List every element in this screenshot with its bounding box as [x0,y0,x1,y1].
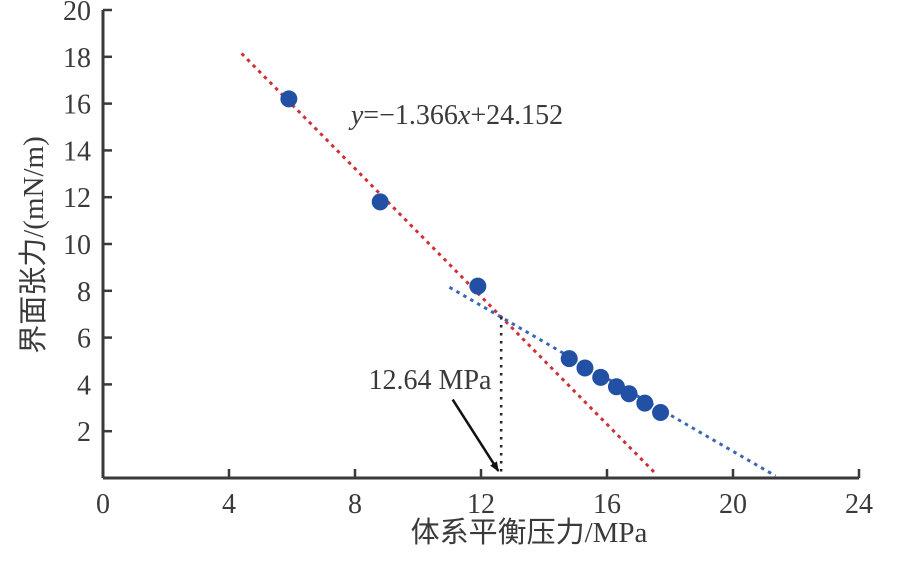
x-tick-label: 20 [719,489,747,520]
pressure-annotation-label: 12.64 MPa [368,365,492,396]
data-point [576,359,594,377]
y-tick-label: 6 [77,324,91,355]
y-tick-label: 16 [63,90,91,121]
data-point [620,385,638,403]
equation-tail: +24.152 [470,100,564,131]
data-point [652,403,670,421]
data-point [592,368,610,386]
equation-x-symbol: x [457,100,471,131]
y-tick-label: 20 [63,0,91,27]
trend-line-red-regression [240,52,657,475]
x-tick-label: 24 [845,489,873,520]
equation-mid: =−1.366 [363,100,458,131]
x-tick-label: 4 [222,489,236,520]
y-tick-label: 12 [63,183,91,214]
x-axis-title: 体系平衡压力/MPa [410,517,648,549]
x-tick-label: 8 [348,489,362,520]
regression-equation-label: y=−1.366x+24.152 [292,100,622,132]
x-tick-label: 0 [96,489,110,520]
x-tick-label: 16 [593,489,621,520]
y-tick-label: 4 [77,370,91,401]
data-point [371,193,389,211]
y-tick-label: 10 [63,230,91,261]
data-point [469,277,487,295]
trend-line-blue-regression [448,285,777,478]
y-axis-title: 界面张力/(mN/m) [18,136,50,354]
equation-y-symbol: y [350,100,364,131]
y-tick-label: 14 [63,136,91,167]
data-point [607,378,625,396]
data-point [636,394,654,412]
y-tick-label: 2 [77,417,91,448]
annotation-arrow [451,398,500,472]
data-point [280,90,298,108]
y-tick-label: 18 [63,43,91,74]
x-tick-label: 12 [467,489,495,520]
y-tick-label: 8 [77,277,91,308]
data-point [560,350,578,368]
